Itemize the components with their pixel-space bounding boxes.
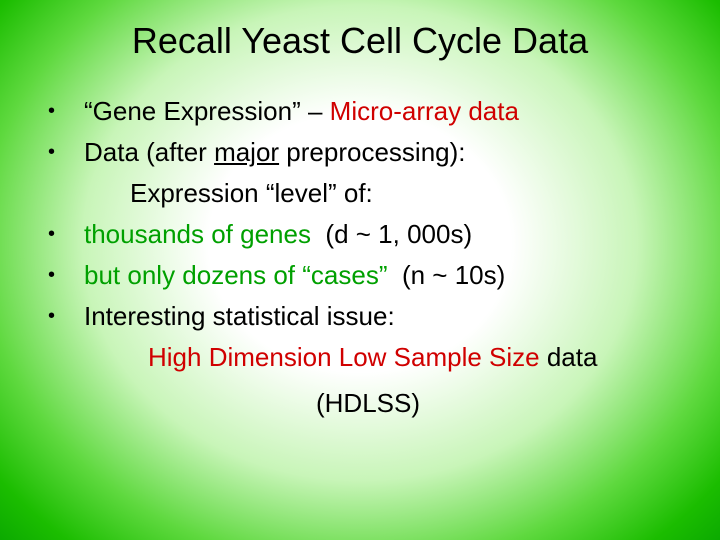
bullet-icon: • (48, 256, 84, 294)
bullet-3: • thousands of genes (d ~ 1, 000s) (48, 215, 688, 254)
bullet-1-pre: “Gene Expression” – (84, 96, 330, 126)
bullet-2-sub: Expression “level” of: (130, 178, 373, 208)
bullet-2: • Data (after major preprocessing): (48, 133, 688, 172)
bullet-icon: • (48, 133, 84, 171)
bullet-2-post: preprocessing): (279, 137, 465, 167)
bullet-icon: • (48, 215, 84, 253)
hdlss-abbr-line: (HDLSS) (48, 383, 688, 425)
bullet-2-content: Data (after major preprocessing): (84, 133, 688, 172)
bullet-4-green: but only dozens of “cases” (84, 260, 388, 290)
bullet-1-content: “Gene Expression” – Micro-array data (84, 92, 688, 131)
bullet-3-paren: (d ~ 1, 000s) (311, 219, 472, 249)
bullet-3-content: thousands of genes (d ~ 1, 000s) (84, 215, 688, 254)
bullet-5-content: Interesting statistical issue: (84, 297, 688, 336)
slide: Recall Yeast Cell Cycle Data • “Gene Exp… (0, 0, 720, 540)
bullet-icon: • (48, 297, 84, 335)
bullet-2-line2: Expression “level” of: (48, 174, 688, 213)
bullet-icon: • (48, 92, 84, 130)
slide-title: Recall Yeast Cell Cycle Data (0, 20, 720, 62)
bullet-2-pre: Data (after (84, 137, 214, 167)
hdlss-tail: data (540, 342, 598, 372)
bullet-2-u: major (214, 137, 279, 167)
bullet-1-red: Micro-array data (330, 96, 519, 126)
bullet-4-content: but only dozens of “cases” (n ~ 10s) (84, 256, 688, 295)
slide-body: • “Gene Expression” – Micro-array data •… (48, 92, 688, 425)
hdlss-abbr: (HDLSS) (316, 388, 420, 418)
bullet-4: • but only dozens of “cases” (n ~ 10s) (48, 256, 688, 295)
bullet-1: • “Gene Expression” – Micro-array data (48, 92, 688, 131)
bullet-5: • Interesting statistical issue: (48, 297, 688, 336)
hdlss-red: High Dimension Low Sample Size (148, 342, 540, 372)
hdlss-line: High Dimension Low Sample Size data (48, 338, 688, 377)
bullet-3-green: thousands of genes (84, 219, 311, 249)
bullet-4-paren: (n ~ 10s) (388, 260, 506, 290)
